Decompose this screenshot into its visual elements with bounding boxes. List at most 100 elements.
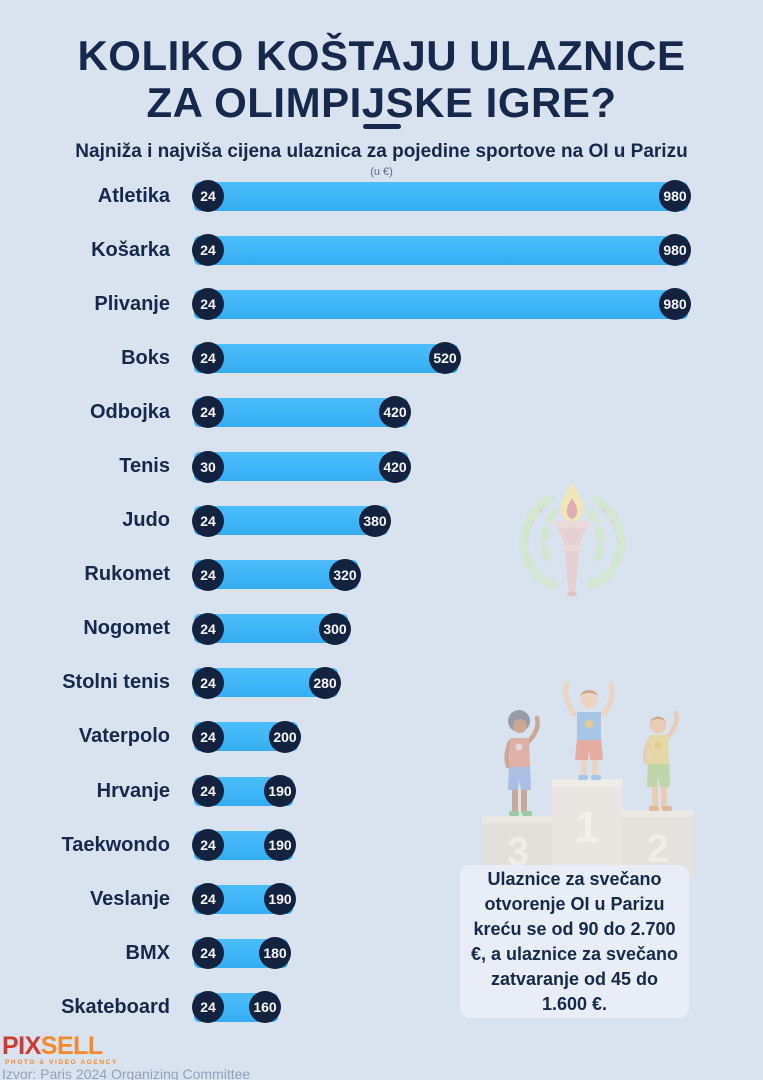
max-price-badge: 190 (264, 883, 296, 916)
chart-row: BMX 24 180 (0, 926, 763, 980)
bar-zone: 24 180 (192, 937, 291, 970)
note-box: Ulaznice za svečano otvorenje OI u Pariz… (460, 865, 689, 1018)
min-price-badge: 24 (192, 288, 224, 321)
note-text: Ulaznice za svečano otvorenje OI u Pariz… (470, 868, 679, 1014)
chart-rows: Atletika 24 980 Košarka 24 980 Plivanje 24 980 Bo… (0, 169, 763, 1035)
min-price-badge: 24 (192, 342, 224, 375)
unit-note: (u €) (370, 166, 393, 178)
price-range-bar: 24 160 (192, 991, 281, 1024)
max-price-badge: 190 (264, 829, 296, 862)
max-price-badge: 980 (659, 288, 691, 321)
category-label: Atletika (97, 184, 170, 207)
bar-zone: 24 980 (192, 288, 691, 321)
chart-row: Atletika 24 980 (0, 169, 763, 223)
category-label: BMX (125, 941, 170, 964)
min-price-badge: 24 (192, 937, 224, 970)
page-title: KOLIKO KOŠTAJU ULAZNICE ZA OLIMPIJSKE IG… (0, 32, 763, 126)
min-price-badge: 24 (192, 396, 224, 429)
min-price-badge: 30 (192, 450, 224, 483)
logo-part1: PIX (2, 1032, 41, 1060)
bar-zone: 24 380 (192, 504, 391, 537)
max-price-badge: 420 (379, 396, 411, 429)
bar-zone: 24 420 (192, 396, 411, 429)
chart-row: Judo 24 380 (0, 494, 763, 548)
min-price-badge: 24 (192, 612, 224, 645)
category-label: Hrvanje (96, 779, 170, 802)
category-label: Košarka (91, 238, 170, 261)
bar-zone: 24 520 (192, 342, 461, 375)
min-price-badge: 24 (192, 234, 224, 267)
bar-zone: 24 190 (192, 829, 296, 862)
source-credit: Izvor: Paris 2024 Organizing Committee (2, 1066, 251, 1080)
chart-row: Nogomet 24 300 (0, 602, 763, 656)
category-label: Rukomet (84, 563, 170, 586)
category-label: Boks (121, 346, 170, 369)
price-range-bar: 24 980 (192, 288, 691, 321)
bar-zone: 24 320 (192, 558, 361, 591)
max-price-badge: 160 (249, 991, 281, 1024)
bar-zone: 24 190 (192, 883, 296, 916)
min-price-badge: 24 (192, 558, 224, 591)
chart-row: Tenis 30 420 (0, 439, 763, 493)
category-label: Skateboard (61, 995, 170, 1018)
chart-row: Taekwondo 24 190 (0, 818, 763, 872)
page-title-line1: KOLIKO KOŠTAJU ULAZNICE (77, 32, 686, 79)
chart-row: Skateboard 24 160 (0, 980, 763, 1034)
title-divider (362, 124, 401, 129)
bar-zone: 24 300 (192, 612, 351, 645)
price-range-bar: 24 420 (192, 396, 411, 429)
min-price-badge: 24 (192, 180, 224, 213)
price-range-bar: 24 190 (192, 883, 296, 916)
min-price-badge: 24 (192, 883, 224, 916)
chart-row: Odbojka 24 420 (0, 385, 763, 439)
bar-zone: 24 980 (192, 180, 691, 213)
min-price-badge: 24 (192, 504, 224, 537)
price-range-bar: 24 190 (192, 829, 296, 862)
max-price-badge: 280 (309, 666, 341, 699)
price-range-bar: 24 190 (192, 775, 296, 808)
bar-zone: 24 980 (192, 234, 691, 267)
category-label: Nogomet (83, 617, 170, 640)
price-range-bar: 24 300 (192, 612, 351, 645)
price-range-bar: 24 320 (192, 558, 361, 591)
category-label: Odbojka (89, 400, 170, 423)
chart-row: Hrvanje 24 190 (0, 764, 763, 818)
max-price-badge: 980 (659, 180, 691, 213)
min-price-badge: 24 (192, 775, 224, 808)
min-price-badge: 24 (192, 720, 224, 753)
chart-row: Košarka 24 980 (0, 223, 763, 277)
price-range-bar: 24 380 (192, 504, 391, 537)
min-price-badge: 24 (192, 991, 224, 1024)
pixsell-logo: PIXSELL (2, 1032, 103, 1060)
category-label: Veslanje (89, 887, 170, 910)
price-range-bar: 30 420 (192, 450, 411, 483)
price-range-bar: 24 280 (192, 666, 341, 699)
max-price-badge: 190 (264, 775, 296, 808)
bar-zone: 24 160 (192, 991, 281, 1024)
max-price-badge: 320 (329, 558, 361, 591)
price-range-bar: 24 180 (192, 937, 291, 970)
bar-zone: 24 190 (192, 775, 296, 808)
price-range-bar: 24 520 (192, 342, 461, 375)
price-range-bar: 24 980 (192, 234, 691, 267)
category-label: Vaterpolo (78, 725, 170, 748)
category-label: Stolni tenis (62, 671, 170, 694)
category-label: Plivanje (94, 292, 170, 315)
min-price-badge: 24 (192, 666, 224, 699)
page-title-line2: ZA OLIMPIJSKE IGRE? (146, 79, 617, 126)
category-label: Judo (122, 509, 170, 532)
logo-part2: SELL (40, 1032, 103, 1060)
category-label: Taekwondo (61, 833, 170, 856)
chart-row: Stolni tenis 24 280 (0, 656, 763, 710)
max-price-badge: 520 (429, 342, 461, 375)
bar-zone: 24 280 (192, 666, 341, 699)
chart-row: Vaterpolo 24 200 (0, 710, 763, 764)
max-price-badge: 200 (269, 720, 301, 753)
price-range-bar: 24 980 (192, 180, 691, 213)
category-label: Tenis (119, 455, 170, 478)
bar-zone: 30 420 (192, 450, 411, 483)
chart-row: Rukomet 24 320 (0, 548, 763, 602)
min-price-badge: 24 (192, 829, 224, 862)
max-price-badge: 300 (319, 612, 351, 645)
